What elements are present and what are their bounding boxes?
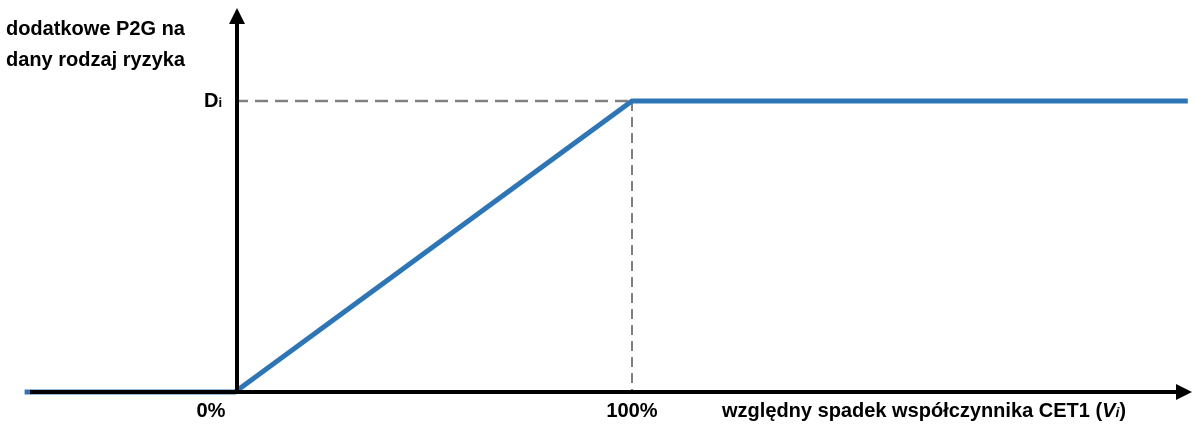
- x-tick-100: 100%: [606, 400, 657, 422]
- y-tick-di-sub: i: [218, 95, 222, 110]
- series-layer: [24, 98, 1188, 395]
- y-axis-label: dodatkowe P2G na dany rodzaj ryzyka: [6, 14, 185, 76]
- y-axis-arrow-icon: [229, 8, 245, 24]
- x-axis-label-sub: i: [1115, 404, 1120, 420]
- y-tick-di: Di: [204, 90, 222, 112]
- x-axis-label-var: V: [1102, 400, 1116, 422]
- x-tick-0: 0%: [197, 400, 226, 422]
- x-axis-label: względny spadek współczynnika CET1 (Vi): [722, 400, 1126, 423]
- x-axis-arrow-icon: [1176, 384, 1192, 400]
- y-axis-label-line-2: dany rodzaj ryzyka: [6, 49, 185, 71]
- y-axis-label-line-1: dodatkowe P2G na: [6, 18, 185, 40]
- x-axis-label-prefix: względny spadek współczynnika CET1 (: [722, 400, 1103, 422]
- reference-lines: [235, 99, 633, 392]
- y-tick-di-main: D: [204, 90, 218, 112]
- series-line-0: [24, 98, 1188, 395]
- axes: [30, 8, 1192, 400]
- x-axis-label-suffix: ): [1119, 400, 1127, 422]
